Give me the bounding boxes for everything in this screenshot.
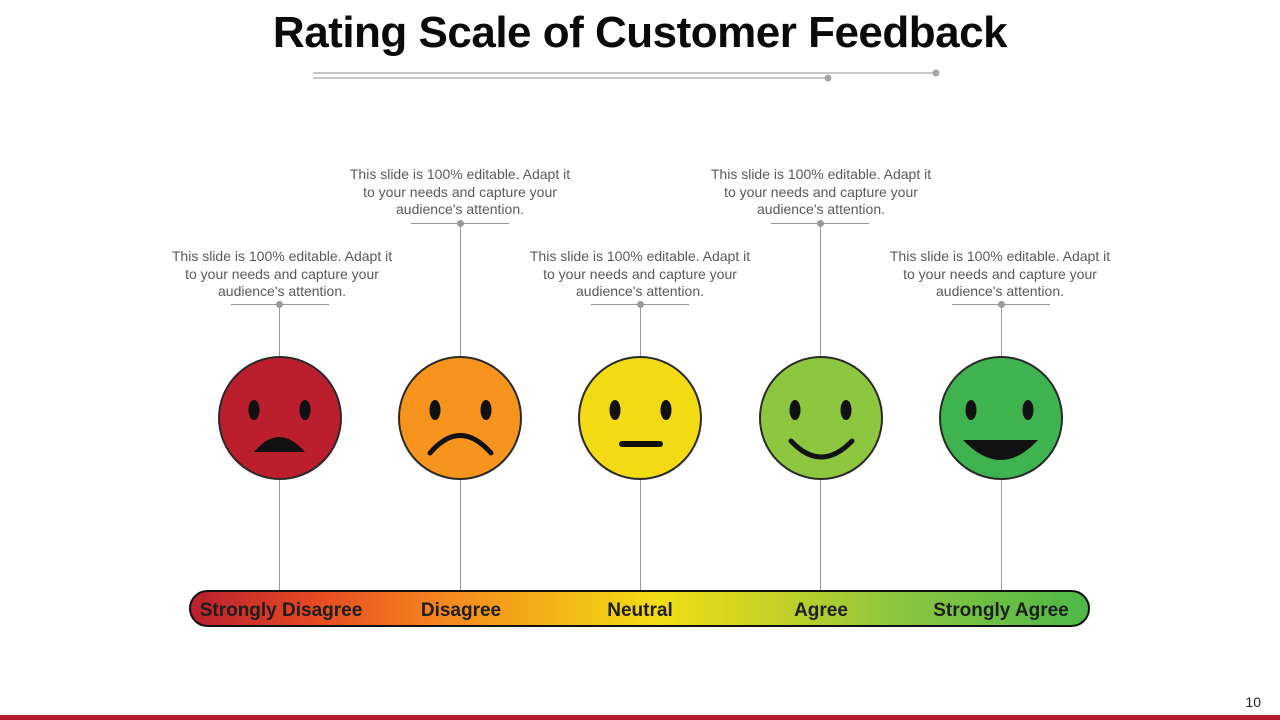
- very-happy-face-icon: [939, 356, 1063, 480]
- connector-line: [640, 479, 641, 590]
- connector-dot: [457, 220, 464, 227]
- footer-accent-bar: [0, 715, 1280, 720]
- rating-scale-bar: [189, 590, 1090, 627]
- connector-line: [1001, 479, 1002, 590]
- slide-title: Rating Scale of Customer Feedback: [272, 8, 1008, 57]
- connector-line: [279, 305, 280, 357]
- rating-caption-agree: This slide is 100% editable. Adapt it to…: [710, 166, 932, 217]
- connector-line: [820, 479, 821, 590]
- neutral-face-icon: [578, 356, 702, 480]
- title-underline-decoration: [313, 69, 940, 82]
- connector-dot: [998, 301, 1005, 308]
- page-number: 10: [1245, 694, 1261, 710]
- happy-face-icon: [759, 356, 883, 480]
- rating-caption-neutral: This slide is 100% editable. Adapt it to…: [529, 248, 751, 299]
- scale-label-strongly-agree: Strongly Agree: [933, 600, 1069, 621]
- connector-dot: [637, 301, 644, 308]
- connector-dot: [276, 301, 283, 308]
- rating-caption-strongly-agree: This slide is 100% editable. Adapt it to…: [889, 248, 1111, 299]
- scale-label-strongly-disagree: Strongly Disagree: [199, 600, 363, 621]
- rating-caption-disagree: This slide is 100% editable. Adapt it to…: [349, 166, 571, 217]
- rating-caption-strongly-disagree: This slide is 100% editable. Adapt it to…: [171, 248, 393, 299]
- scale-label-agree: Agree: [794, 600, 848, 621]
- connector-line: [279, 479, 280, 590]
- scale-label-neutral: Neutral: [607, 600, 673, 621]
- connector-line: [1001, 305, 1002, 357]
- connector-dot: [817, 220, 824, 227]
- connector-line: [460, 224, 461, 357]
- connector-line: [820, 224, 821, 357]
- scale-label-disagree: Disagree: [420, 600, 502, 621]
- sad-face-icon: [398, 356, 522, 480]
- very-sad-face-icon: [218, 356, 342, 480]
- connector-line: [640, 305, 641, 357]
- connector-line: [460, 479, 461, 590]
